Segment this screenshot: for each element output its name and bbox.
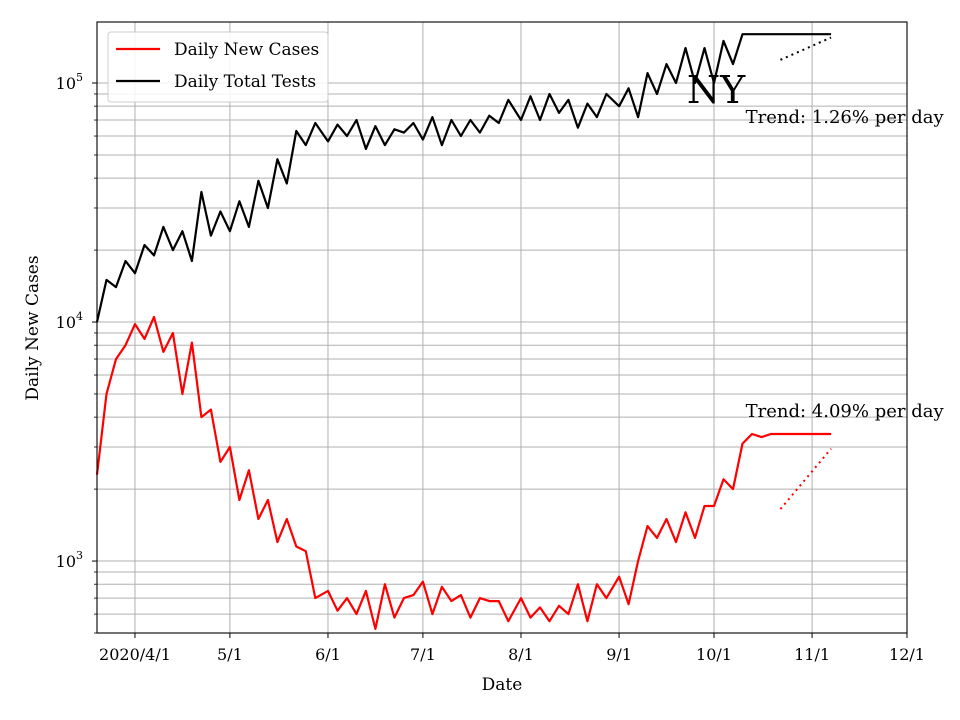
- series-lines: [95, 33, 832, 631]
- legend: Daily New Cases Daily Total Tests: [107, 31, 329, 103]
- chart-title: NY: [687, 68, 746, 112]
- x-tick-label: 9/1: [606, 645, 632, 664]
- x-tick-label: 5/1: [217, 645, 243, 664]
- trend-line-daily-new-cases: [779, 448, 832, 510]
- y-tick-label: 104: [56, 310, 83, 332]
- x-tick-label: 10/1: [696, 645, 732, 664]
- x-tick-label: 6/1: [315, 645, 341, 664]
- y-tick-label: 103: [56, 549, 83, 571]
- x-tick-label: 7/1: [410, 645, 436, 664]
- trend-annotations: Trend: 1.26% per day Trend: 4.09% per day: [746, 107, 945, 422]
- y-tick-label: 105: [56, 71, 83, 93]
- grid-lines: [97, 22, 908, 634]
- trend-lines: [779, 36, 832, 510]
- x-tick-label: 11/1: [794, 645, 830, 664]
- legend-label: Daily Total Tests: [174, 72, 316, 92]
- x-axis-label: Date: [482, 675, 523, 695]
- series-line-daily-total-tests: [95, 33, 832, 323]
- legend-label: Daily New Cases: [174, 40, 319, 60]
- y-axis-label: Daily New Cases: [23, 255, 43, 400]
- x-axis: 2020/4/1 5/1 6/1 7/1 8/1 9/1 10/1 11/1 12/1: [99, 633, 925, 664]
- trend-annotation: Trend: 4.09% per day: [746, 401, 945, 422]
- plot-frame: [96, 21, 908, 634]
- trend-line-daily-total-tests: [780, 36, 832, 61]
- series-line-daily-new-cases: [95, 315, 832, 631]
- legend-box: [107, 31, 329, 103]
- x-tick-label: 2020/4/1: [99, 645, 171, 664]
- y-axis: 103 104 105: [56, 71, 97, 634]
- x-tick-label: 8/1: [508, 645, 534, 664]
- trend-annotation: Trend: 1.26% per day: [746, 107, 945, 128]
- x-tick-label: 12/1: [889, 645, 925, 664]
